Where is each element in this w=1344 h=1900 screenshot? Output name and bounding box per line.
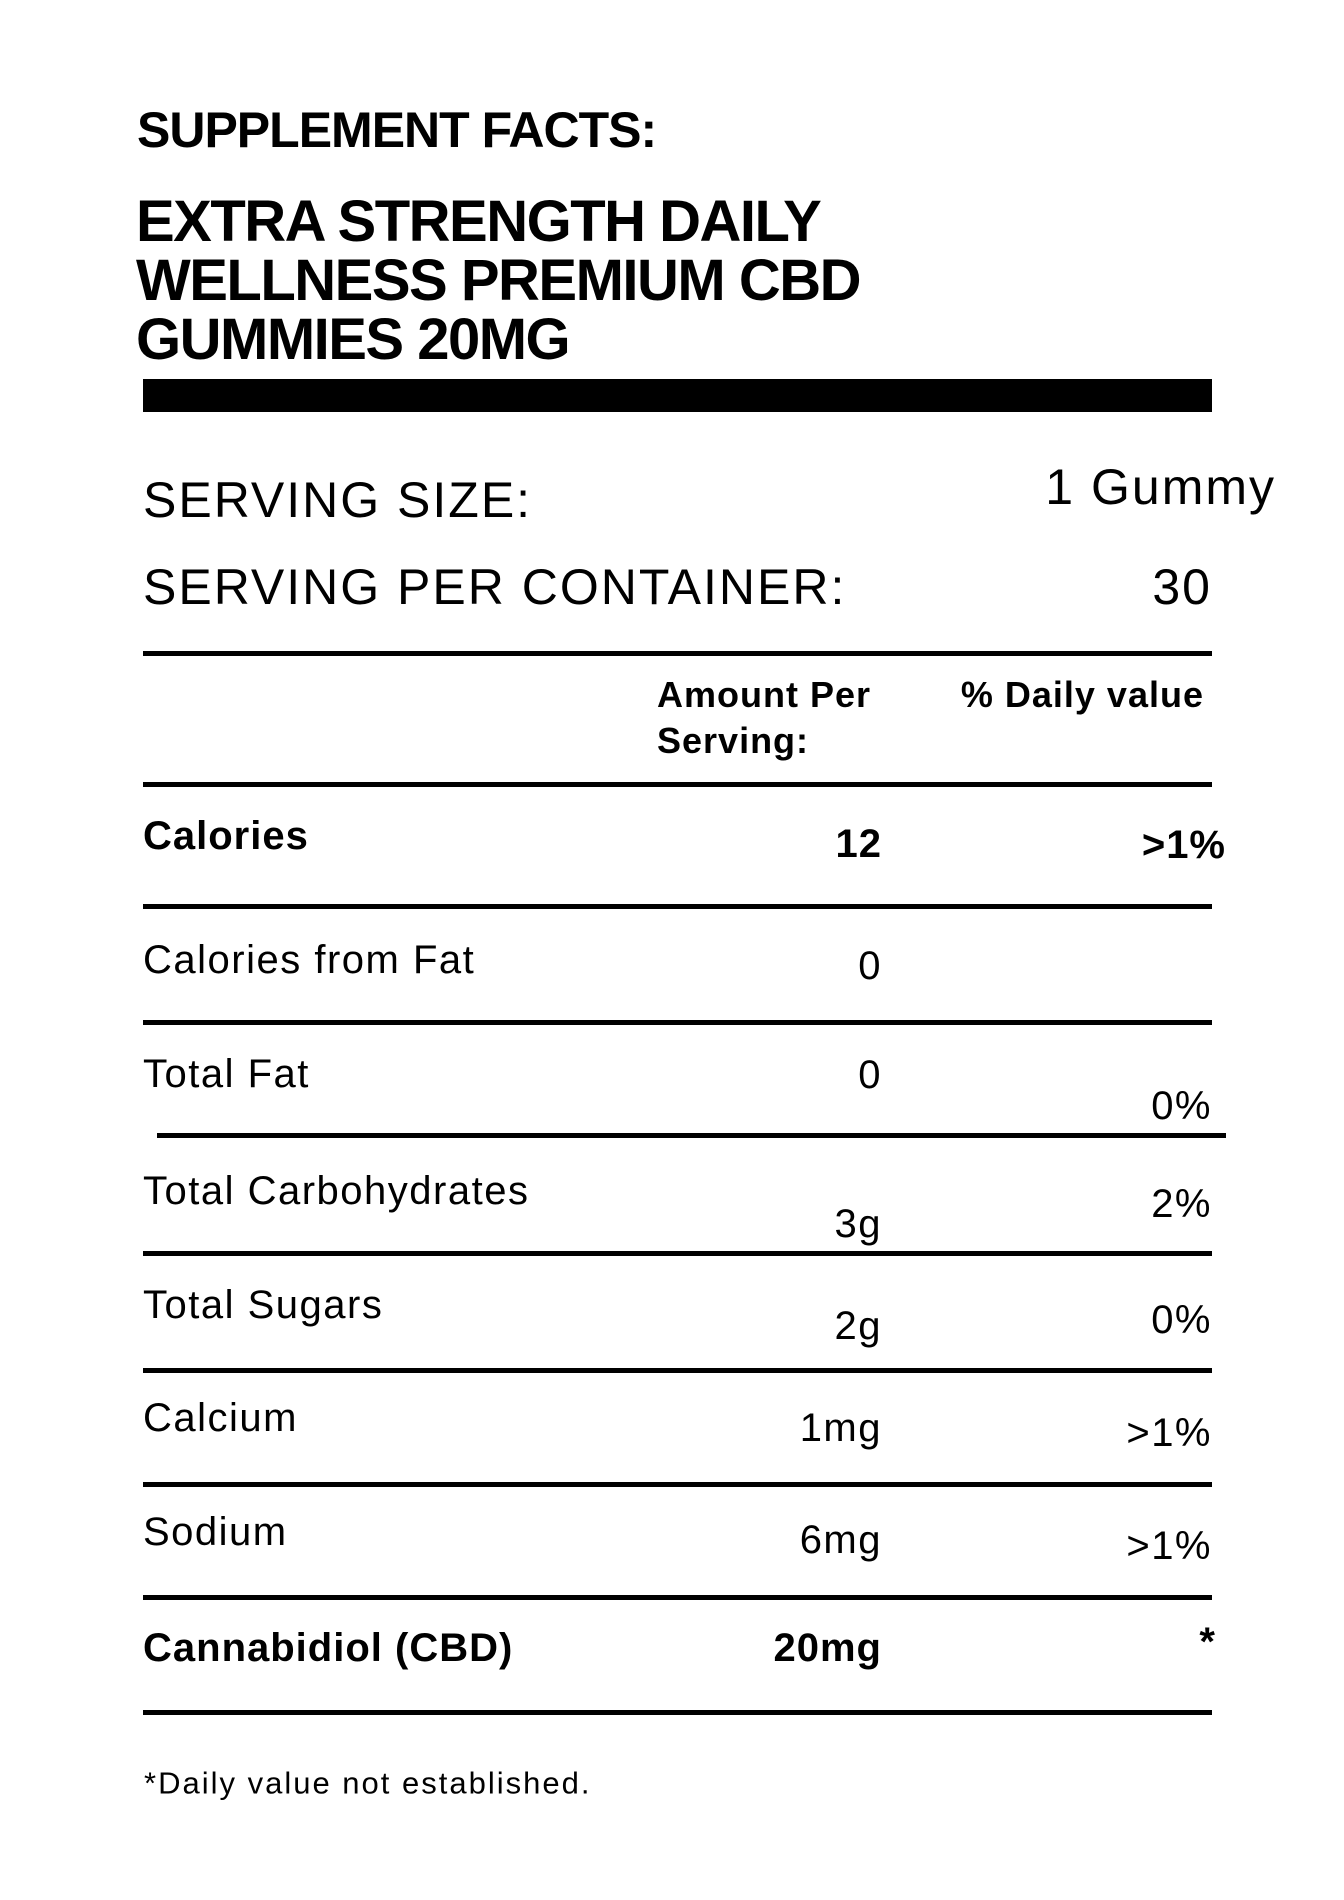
nutrient-amount: 0 (858, 1053, 882, 1097)
nutrient-amount: 2g (834, 1304, 882, 1348)
servings-per-container-value: 30 (1152, 559, 1212, 615)
nutrient-daily-value: >1% (1141, 823, 1226, 867)
amount-per-serving-header: Amount Per Serving: (657, 672, 871, 764)
nutrient-name: Cannabidiol (CBD) (143, 1626, 514, 1670)
nutrient-name: Total Sugars (143, 1283, 384, 1327)
nutrient-name: Calories (143, 814, 309, 858)
title-line: WELLNESS PREMIUM CBD (136, 248, 862, 313)
divider (143, 1710, 1212, 1715)
nutrient-name: Calcium (143, 1396, 298, 1440)
divider (143, 1020, 1212, 1025)
nutrient-daily-value: 2% (1151, 1182, 1212, 1226)
nutrient-name: Total Fat (143, 1052, 310, 1096)
daily-value-header: % Daily value (960, 674, 1204, 715)
nutrient-amount: 12 (835, 822, 882, 866)
serving-size-value: 1 Gummy (1045, 459, 1276, 515)
divider (143, 1251, 1212, 1256)
nutrient-daily-value: >1% (1126, 1411, 1212, 1455)
nutrient-daily-value: 0% (1151, 1298, 1212, 1342)
divider (143, 1368, 1212, 1373)
supplement-facts-label: SUPPLEMENT FACTS: (137, 102, 657, 158)
nutrient-amount: 3g (834, 1202, 882, 1246)
title-line: EXTRA STRENGTH DAILY (136, 189, 822, 254)
footnote: *Daily value not established. (144, 1765, 592, 1801)
nutrient-daily-value: >1% (1126, 1524, 1212, 1568)
title-line: GUMMIES 20MG (136, 307, 571, 372)
nutrient-amount: 0 (858, 944, 882, 988)
nutrient-name: Sodium (143, 1510, 288, 1554)
nutrient-name: Calories from Fat (143, 938, 476, 982)
amount-header-line: Amount Per (657, 674, 872, 715)
nutrient-name: Total Carbohydrates (143, 1169, 530, 1213)
serving-size-label: SERVING SIZE: (143, 472, 533, 528)
amount-header-line: Serving: (657, 720, 810, 761)
divider (143, 1482, 1212, 1487)
divider (143, 782, 1212, 787)
nutrient-amount: 6mg (799, 1518, 882, 1562)
nutrient-daily-value: 0% (1151, 1084, 1212, 1128)
divider (157, 1133, 1226, 1138)
divider (143, 651, 1212, 656)
servings-per-container-label: SERVING PER CONTAINER: (143, 559, 847, 615)
product-title: EXTRA STRENGTH DAILY WELLNESS PREMIUM CB… (136, 192, 1136, 369)
divider (143, 904, 1212, 909)
divider (143, 1595, 1212, 1600)
title-bar-divider (143, 379, 1212, 412)
nutrient-amount: 1mg (799, 1406, 882, 1450)
nutrient-daily-value: * (1199, 1620, 1216, 1664)
nutrient-amount: 20mg (773, 1626, 882, 1670)
